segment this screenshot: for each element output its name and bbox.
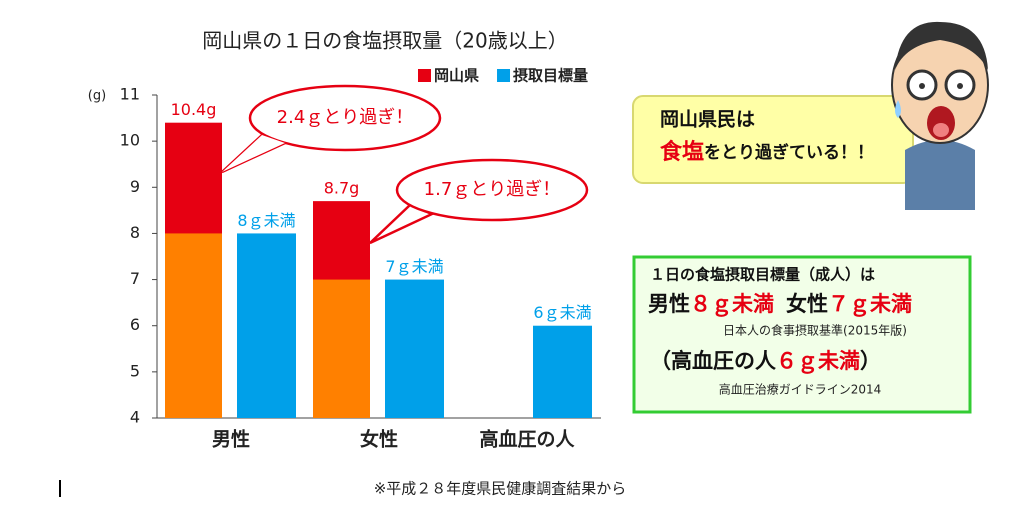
x-tick-label: 高血圧の人	[479, 428, 575, 451]
illustration	[891, 21, 989, 210]
note-highlight: 食塩	[660, 139, 704, 165]
annotation: 1.7ｇとり過ぎ！	[424, 179, 561, 200]
legend-swatch	[497, 69, 511, 82]
goal-heading: １日の食塩摂取目標量（成人）は	[650, 266, 875, 284]
goal-hyper-value: ６ｇ未満	[776, 349, 860, 374]
footnote: ※平成２８年度県民健康調査結果から	[374, 480, 627, 498]
goal-box	[632, 255, 972, 414]
legend-label: 摂取目標量	[513, 67, 588, 85]
y-tick-label: 7	[130, 269, 140, 288]
callout	[395, 158, 589, 222]
value-label: 8.7g	[324, 179, 360, 198]
goal-female-value: ７ｇ未満	[828, 292, 912, 317]
y-tick-label: 6	[130, 315, 140, 334]
y-axis-label: (g)	[88, 89, 106, 104]
within-target-portion	[313, 279, 370, 418]
note-rest: をとり過ぎている！！	[704, 142, 874, 163]
y-tick-label: 10	[120, 131, 140, 150]
x-tick-label: 男性	[212, 428, 250, 451]
bar	[237, 233, 296, 418]
value-label: 7ｇ未満	[385, 257, 443, 276]
chart-title: 岡山県の１日の食塩摂取量（20歳以上）	[202, 29, 567, 53]
goal-male: 男性	[648, 292, 690, 316]
y-tick-label: 11	[120, 85, 140, 104]
note-text: 食塩をとり過ぎている！！	[660, 139, 874, 165]
within-target-portion	[165, 233, 222, 418]
legend-swatch	[418, 69, 431, 82]
value-label: 8ｇ未満	[237, 211, 295, 230]
y-tick-label: 4	[130, 408, 140, 427]
y-tick-label: 8	[130, 223, 140, 242]
goal-male-value: ８ｇ未満	[690, 292, 774, 317]
bar	[533, 325, 592, 418]
note-text: 岡山県民は	[660, 109, 755, 131]
annotation: 2.4ｇとり過ぎ！	[277, 107, 414, 128]
goal-source: 高血圧治療ガイドライン2014	[719, 382, 882, 397]
goal-female: 女性	[786, 292, 828, 316]
goal-hyper: （高血圧の人	[650, 349, 776, 373]
goal-hyper: ）	[860, 349, 881, 373]
value-label: 10.4g	[171, 100, 217, 119]
note-box	[632, 95, 914, 184]
goal-line: （高血圧の人６ｇ未満）	[650, 349, 881, 374]
legend-label: 岡山県	[434, 67, 479, 85]
x-tick-label: 女性	[360, 428, 398, 451]
goal-source: 日本人の食事摂取基準(2015年版)	[723, 323, 907, 338]
callout-join	[222, 135, 285, 172]
y-tick-label: 9	[130, 177, 140, 196]
y-tick-label: 5	[130, 361, 140, 380]
callout	[248, 84, 442, 152]
bar	[385, 279, 444, 418]
goal-line: 男性８ｇ未満 女性７ｇ未満	[648, 292, 912, 317]
value-label: 6ｇ未満	[533, 303, 591, 322]
